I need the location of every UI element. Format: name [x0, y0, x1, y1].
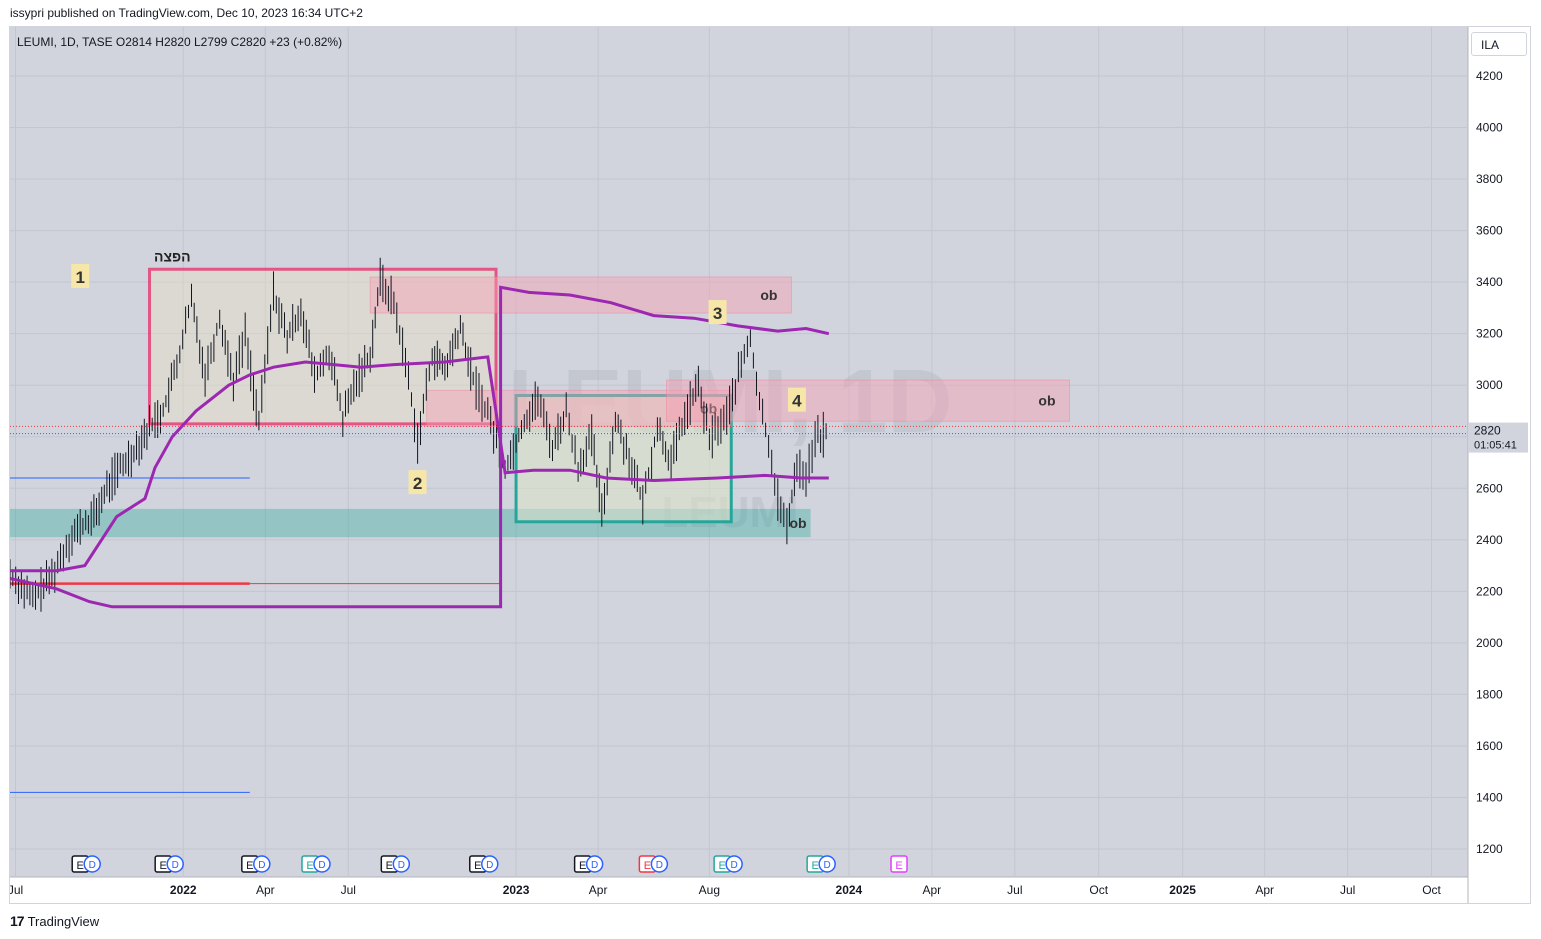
earnings-event-letter: E [160, 860, 167, 872]
earnings-event-letter: E [474, 860, 481, 872]
y-tick-label: 3800 [1476, 172, 1503, 186]
currency-selector[interactable]: ILA [1471, 32, 1527, 56]
dividend-event-letter: D [398, 860, 405, 871]
x-tick-label: 2023 [503, 883, 530, 897]
publish-info: issypri published on TradingView.com, De… [10, 6, 363, 20]
x-tick-label: Oct [1089, 883, 1108, 897]
earnings-event-letter: E [895, 860, 902, 872]
x-tick-label: Apr [923, 883, 942, 897]
x-tick-label: Aug [699, 883, 720, 897]
dividend-event-letter: D [318, 860, 325, 871]
dividend-event-icon[interactable] [725, 855, 743, 873]
y-tick-label: 4200 [1476, 69, 1503, 83]
ob-zone [426, 389, 732, 427]
y-tick-label: 1400 [1476, 790, 1503, 804]
x-tick-label: Apr [589, 883, 608, 897]
y-tick-label: 3400 [1476, 275, 1503, 289]
y-tick-label: 1600 [1476, 739, 1503, 753]
dividend-event-icon[interactable] [585, 855, 604, 873]
x-tick-label: Jul [341, 883, 356, 897]
dividend-event-letter: D [89, 860, 96, 871]
y-tick-label: 4000 [1476, 121, 1503, 135]
earnings-event-letter: E [718, 860, 725, 872]
dividend-event-letter: D [824, 860, 831, 871]
annotation-badge [71, 263, 90, 288]
dividend-event-letter: D [172, 860, 179, 871]
price-tag-value: 2820 [1474, 424, 1501, 438]
annotation-number: 2 [413, 474, 422, 493]
price-candles [10, 257, 827, 612]
symbol-legend: LEUMI, 1D, TASE O2814 H2820 L2799 C2820 … [17, 35, 343, 49]
dividend-event-icon[interactable] [253, 855, 271, 873]
dividend-event-icon[interactable] [481, 855, 499, 873]
x-tick-label: Jul [10, 883, 23, 897]
ob-zone-label: ob [700, 400, 717, 416]
earnings-event-letter: E [246, 860, 253, 872]
dividend-event-letter: D [258, 860, 265, 871]
dividend-event-letter: D [486, 860, 493, 871]
x-tick-label: Apr [256, 883, 275, 897]
chart-frame[interactable]: 1200140016001800200022002400260028003000… [9, 26, 1531, 904]
earnings-event-letter: E [386, 860, 393, 872]
x-tick-label: Oct [1422, 883, 1441, 897]
annotation-badge [408, 470, 427, 495]
dividend-event-letter: D [591, 860, 598, 871]
earnings-event-letter: E [811, 860, 818, 872]
y-tick-label: 2200 [1476, 584, 1503, 598]
ob-zone-label: ob [1038, 393, 1055, 409]
price-tag [1468, 422, 1528, 453]
x-tick-label: 2024 [836, 883, 863, 897]
y-tick-label: 3600 [1476, 224, 1503, 238]
y-tick-label: 3200 [1476, 327, 1503, 341]
earnings-event-letter: E [579, 860, 586, 872]
x-tick-label: Jul [1340, 883, 1355, 897]
earnings-event-icon[interactable] [890, 855, 908, 873]
footer-brand: TradingView [27, 913, 100, 929]
y-tick-label: 3000 [1476, 378, 1503, 392]
annotation-number: 4 [792, 392, 802, 411]
price-tag-countdown: 01:05:41 [1474, 440, 1517, 452]
ob-zone [666, 379, 1071, 422]
x-tick-label: 2022 [170, 883, 197, 897]
y-tick-label: 2000 [1476, 636, 1503, 650]
y-tick-label: 2600 [1476, 481, 1503, 495]
annotation-badge [787, 387, 806, 412]
earnings-event-letter: E [644, 860, 651, 872]
annotation-number: 1 [75, 268, 84, 287]
x-tick-label: Jul [1007, 883, 1022, 897]
price-axis[interactable] [1468, 27, 1530, 903]
dividend-event-icon[interactable] [83, 855, 101, 873]
earnings-event-letter: E [306, 860, 313, 872]
ob-zone-label: ob [789, 515, 806, 531]
dividend-event-icon[interactable] [392, 855, 411, 873]
annotation-text: הפצה [154, 249, 191, 265]
plot-area[interactable] [10, 27, 1468, 877]
dividend-event-icon[interactable] [313, 855, 331, 873]
earnings-event-letter: E [77, 860, 84, 872]
dividend-event-icon[interactable] [166, 855, 184, 873]
annotation-number: 3 [713, 304, 722, 323]
dividend-event-letter: D [656, 860, 663, 871]
footer: 17 TradingView [10, 913, 99, 929]
y-tick-label: 1200 [1476, 842, 1503, 856]
price-chart[interactable]: 1200140016001800200022002400260028003000… [10, 27, 1530, 903]
tradingview-logo-icon: 17 [10, 913, 25, 929]
x-tick-label: Apr [1255, 883, 1274, 897]
dividend-event-icon[interactable] [650, 855, 669, 873]
dividend-event-letter: D [731, 860, 738, 871]
purple-trend-line-upper [10, 285, 830, 609]
y-tick-label: 2400 [1476, 533, 1503, 547]
ob-zone-label: ob [760, 287, 777, 303]
annotation-badge [708, 300, 727, 325]
time-axis[interactable] [10, 877, 1468, 903]
dividend-event-icon[interactable] [818, 855, 836, 873]
ob-zone [369, 276, 792, 314]
distribution-box [148, 267, 498, 426]
y-tick-label: 1800 [1476, 687, 1503, 701]
x-tick-label: 2025 [1169, 883, 1196, 897]
purple-trend-line [10, 355, 829, 573]
